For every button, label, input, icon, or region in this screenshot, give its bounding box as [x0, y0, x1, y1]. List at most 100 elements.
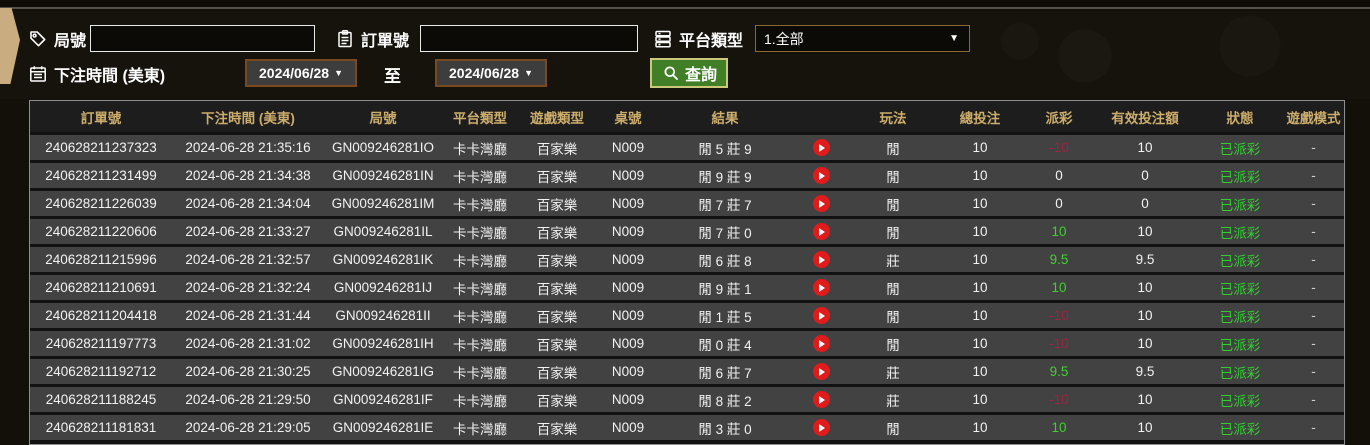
table-row: 240628211237323 2024-06-28 21:35:16 GN00… — [30, 135, 1344, 160]
to-label: 至 — [384, 67, 401, 86]
column-header: 派彩 — [1026, 101, 1092, 132]
table-row: 240628211215996 2024-06-28 21:32:57 GN00… — [30, 247, 1344, 272]
order-label: 訂單號 — [361, 33, 410, 50]
table-row: 240628211226039 2024-06-28 21:34:04 GN00… — [30, 191, 1344, 216]
search-button[interactable]: 查詢 — [650, 58, 729, 88]
payout-cell: 0 — [1026, 191, 1092, 216]
replay-play-button[interactable] — [812, 419, 830, 436]
replay-play-button[interactable] — [812, 279, 830, 296]
valid-bet-cell: 10 — [1092, 275, 1198, 300]
game-type-cell: 百家樂 — [518, 247, 596, 272]
status-cell: 已派彩 — [1198, 275, 1282, 300]
order-number-cell: 240628211197773 — [30, 331, 172, 356]
clipboard-icon — [335, 29, 355, 49]
replay-cell — [790, 303, 852, 328]
play-type-cell: 閒 — [852, 331, 934, 356]
order-number-cell: 240628211220606 — [30, 219, 172, 244]
round-number-cell: GN009246281IK — [324, 247, 442, 272]
bet-time-cell: 2024-06-28 21:34:38 — [172, 163, 324, 188]
round-number-cell: GN009246281IM — [324, 191, 442, 216]
platform-select[interactable]: 1.全部 ▼ — [755, 25, 970, 52]
status-cell: 已派彩 — [1198, 415, 1282, 440]
valid-bet-cell: 10 — [1092, 331, 1198, 356]
table-number-cell: N009 — [596, 191, 660, 216]
chevron-down-icon: ▼ — [334, 68, 343, 78]
game-mode-cell: - — [1282, 275, 1344, 300]
game-mode-cell: - — [1282, 303, 1344, 328]
round-input[interactable] — [90, 25, 315, 52]
column-header: 桌號 — [596, 101, 660, 132]
valid-bet-cell: 10 — [1092, 135, 1198, 160]
game-type-cell: 百家樂 — [518, 191, 596, 216]
order-number-cell: 240628211192712 — [30, 359, 172, 384]
column-header: 平台類型 — [442, 101, 518, 132]
date-to-value: 2024/06/28 — [449, 65, 520, 81]
bet-time-cell: 2024-06-28 21:30:25 — [172, 359, 324, 384]
play-icon — [819, 339, 825, 348]
payout-cell: -10 — [1026, 331, 1092, 356]
replay-cell — [790, 359, 852, 384]
replay-play-button[interactable] — [812, 307, 830, 324]
play-icon — [819, 199, 825, 208]
payout-cell: 10 — [1026, 219, 1092, 244]
platform-cell: 卡卡灣廳 — [442, 247, 518, 272]
bet-time-cell: 2024-06-28 21:32:24 — [172, 275, 324, 300]
table-row: 240628211188245 2024-06-28 21:29:50 GN00… — [30, 387, 1344, 412]
result-cell: 閒 5 莊 9 — [660, 135, 790, 160]
result-cell: 閒 7 莊 7 — [660, 191, 790, 216]
bet-time-label: 下注時間 (美東) — [54, 68, 166, 85]
game-type-cell: 百家樂 — [518, 275, 596, 300]
result-cell: 閒 8 莊 2 — [660, 387, 790, 412]
replay-play-button[interactable] — [812, 195, 830, 212]
replay-play-button[interactable] — [812, 167, 830, 184]
table-row: 240628211231499 2024-06-28 21:34:38 GN00… — [30, 163, 1344, 188]
status-cell: 已派彩 — [1198, 331, 1282, 356]
play-icon — [819, 283, 825, 292]
game-type-cell: 百家樂 — [518, 219, 596, 244]
table-header-row: 訂單號 下注時間 (美東) 局號 平台類型 遊戲類型 桌號 結果 玩法 總投注 派彩 有效投注額 狀態… — [30, 101, 1344, 132]
round-number-cell: GN009246281IG — [324, 359, 442, 384]
status-cell: 已派彩 — [1198, 359, 1282, 384]
game-type-cell: 百家樂 — [518, 387, 596, 412]
table-number-cell: N009 — [596, 331, 660, 356]
replay-play-button[interactable] — [812, 251, 830, 268]
platform-cell: 卡卡灣廳 — [442, 275, 518, 300]
game-type-cell: 百家樂 — [518, 163, 596, 188]
platform-filter-group: 平台類型 — [653, 27, 743, 51]
replay-play-button[interactable] — [812, 335, 830, 352]
replay-play-button[interactable] — [812, 363, 830, 380]
round-number-cell: GN009246281IF — [324, 387, 442, 412]
round-number-cell: GN009246281II — [324, 303, 442, 328]
play-icon — [819, 311, 825, 320]
replay-play-button[interactable] — [812, 391, 830, 408]
platform-cell: 卡卡灣廳 — [442, 415, 518, 440]
total-bet-cell: 10 — [934, 331, 1026, 356]
payout-cell: -10 — [1026, 303, 1092, 328]
bet-time-cell: 2024-06-28 21:31:44 — [172, 303, 324, 328]
column-header — [790, 101, 852, 132]
records-table: 訂單號 下注時間 (美東) 局號 平台類型 遊戲類型 桌號 結果 玩法 總投注 派彩 有效投注額 狀態… — [29, 100, 1345, 445]
replay-play-button[interactable] — [812, 139, 830, 156]
total-bet-cell: 10 — [934, 303, 1026, 328]
order-number-cell: 240628211204418 — [30, 303, 172, 328]
date-from-picker[interactable]: 2024/06/28 ▼ — [245, 59, 357, 87]
replay-cell — [790, 191, 852, 216]
column-header: 訂單號 — [30, 101, 172, 132]
replay-play-button[interactable] — [812, 223, 830, 240]
replay-cell — [790, 275, 852, 300]
result-cell: 閒 9 莊 9 — [660, 163, 790, 188]
game-mode-cell: - — [1282, 247, 1344, 272]
result-cell: 閒 7 莊 0 — [660, 219, 790, 244]
total-bet-cell: 10 — [934, 219, 1026, 244]
round-number-cell: GN009246281IE — [324, 415, 442, 440]
date-to-picker[interactable]: 2024/06/28 ▼ — [435, 59, 547, 87]
game-mode-cell: - — [1282, 359, 1344, 384]
column-header: 遊戲模式 — [1282, 101, 1344, 132]
total-bet-cell: 10 — [934, 359, 1026, 384]
status-cell: 已派彩 — [1198, 163, 1282, 188]
status-cell: 已派彩 — [1198, 387, 1282, 412]
total-bet-cell: 10 — [934, 387, 1026, 412]
platform-cell: 卡卡灣廳 — [442, 219, 518, 244]
top-strip — [0, 0, 1370, 9]
order-input[interactable] — [420, 25, 638, 52]
